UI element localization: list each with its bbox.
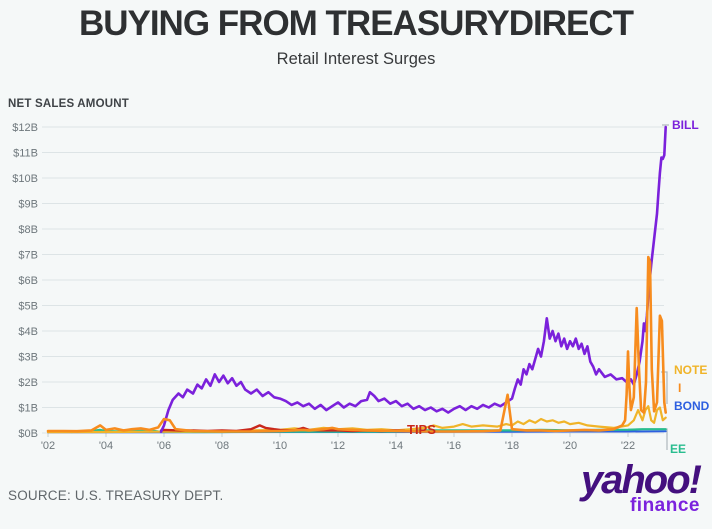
series-label-bond: BOND	[674, 399, 710, 413]
series-label-bill: BILL	[672, 118, 699, 132]
svg-text:$10B: $10B	[12, 173, 38, 185]
svg-text:$6B: $6B	[18, 275, 38, 287]
yahoo-wordmark: yahoo!	[580, 458, 702, 502]
finance-wordmark: finance	[629, 495, 700, 516]
page-subtitle: Retail Interest Surges	[276, 50, 436, 68]
svg-text:'06: '06	[157, 440, 171, 452]
svg-text:$2B: $2B	[18, 377, 38, 389]
svg-text:'04: '04	[99, 440, 113, 452]
svg-text:$9B: $9B	[18, 199, 38, 211]
series-label-note: NOTE	[674, 363, 708, 377]
svg-text:'22: '22	[621, 440, 635, 452]
svg-text:$8B: $8B	[18, 224, 38, 236]
svg-text:$1B: $1B	[18, 403, 38, 415]
svg-text:'12: '12	[331, 440, 345, 452]
svg-text:$11B: $11B	[13, 148, 38, 160]
svg-text:'16: '16	[447, 440, 461, 452]
svg-text:$4B: $4B	[18, 326, 38, 338]
page-title: BUYING FROM TREASURYDIRECT	[78, 4, 634, 43]
svg-text:$0B: $0B	[18, 428, 38, 440]
svg-text:$12B: $12B	[12, 122, 38, 134]
svg-text:'18: '18	[505, 440, 519, 452]
svg-text:'20: '20	[563, 440, 577, 452]
yahoo-finance-logo: yahoo! finance	[580, 458, 702, 516]
svg-text:'08: '08	[215, 440, 229, 452]
svg-text:$7B: $7B	[18, 250, 38, 262]
series-label-ee: EE	[670, 442, 687, 456]
source-credit: SOURCE: U.S. TREASURY DEPT.	[8, 488, 224, 503]
svg-text:'02: '02	[41, 440, 55, 452]
y-axis-title: NET SALES AMOUNT	[8, 98, 129, 110]
svg-text:$3B: $3B	[18, 352, 38, 364]
svg-text:'10: '10	[273, 440, 287, 452]
series-label-tips: TIPS	[407, 422, 436, 437]
svg-text:$5B: $5B	[18, 301, 38, 313]
series-label-i-bond: I	[678, 381, 682, 395]
svg-text:'14: '14	[389, 440, 403, 452]
